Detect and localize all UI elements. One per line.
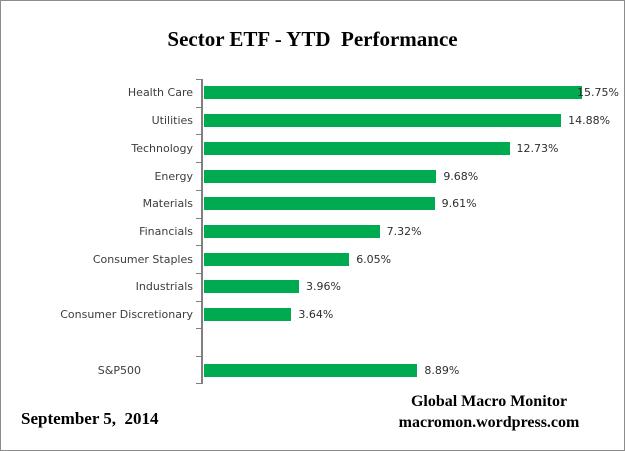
value-label: 3.64%: [298, 308, 334, 322]
bar: [204, 308, 292, 322]
axis-tick: [196, 217, 202, 219]
bar-row: S&P500 8.89%: [1, 356, 624, 384]
axis-tick: [196, 134, 202, 136]
bar-track: 12.73%: [204, 134, 624, 162]
plot-area: Health Care 15.75% Utilities 14.88% Technolo…: [1, 79, 624, 384]
bar-track: 7.32%: [204, 218, 624, 246]
category-label: S&P500: [97, 363, 141, 377]
axis-tick: [196, 273, 202, 275]
value-label: 6.05%: [356, 252, 392, 266]
axis-tick: [196, 106, 202, 108]
value-label: 9.61%: [441, 197, 477, 211]
axis-tick: [196, 162, 202, 164]
bar-track: 9.61%: [204, 190, 624, 218]
value-label: 8.89%: [424, 363, 460, 377]
category-label: Energy: [154, 169, 193, 183]
source-name: Global Macro Monitor: [410, 393, 568, 410]
bar-track: 6.05%: [204, 245, 624, 273]
category-label: Consumer Discretionary: [60, 308, 193, 322]
category-label: Industrials: [135, 280, 193, 294]
bar-row: Consumer Staples 6.05%: [1, 245, 624, 273]
category-label: Financials: [139, 224, 193, 238]
category-axis-line: [201, 79, 203, 384]
bar-track: 3.96%: [204, 273, 624, 301]
axis-tick: [196, 328, 202, 330]
bar: [204, 169, 437, 183]
axis-tick: [196, 245, 202, 247]
axis-tick: [196, 79, 202, 80]
value-label: 12.73%: [516, 141, 559, 155]
bar-row: Utilities 14.88%: [1, 107, 624, 135]
footer-source: Global Macro Monitor macromon.wordpress.…: [397, 391, 581, 433]
bar-row: Industrials 3.96%: [1, 273, 624, 301]
chart-title: Sector ETF - YTD Performance: [167, 27, 458, 51]
bar-row: Materials 9.61%: [1, 190, 624, 218]
source-url: macromon.wordpress.com: [398, 414, 580, 431]
axis-tick: [196, 383, 202, 384]
bar: [204, 141, 510, 155]
bar: [204, 363, 418, 377]
bar-track: 3.64%: [204, 301, 624, 329]
axis-tick: [196, 300, 202, 302]
value-label: 7.32%: [386, 224, 422, 238]
spacer-row: [1, 328, 624, 356]
bar: [204, 224, 380, 238]
axis-tick: [196, 356, 202, 358]
category-label: Health Care: [127, 86, 193, 100]
bar: [204, 280, 300, 294]
bar-track: 8.89%: [204, 356, 624, 384]
value-label: 3.96%: [306, 280, 341, 294]
bar-track: 9.68%: [204, 162, 624, 190]
bar-row: Technology 12.73%: [1, 134, 624, 162]
value-label: 15.75%: [577, 86, 619, 100]
bar-row: Energy 9.68%: [1, 162, 624, 190]
bar-row: Health Care 15.75%: [1, 79, 624, 107]
category-label: Materials: [142, 197, 193, 211]
bar-track: 15.75%: [204, 79, 624, 107]
axis-tick: [196, 189, 202, 191]
bar: [204, 197, 435, 211]
category-label: Technology: [131, 141, 193, 155]
category-label: Utilities: [151, 114, 193, 128]
value-label: 9.68%: [443, 169, 479, 183]
bar: [204, 114, 562, 128]
bar: [204, 252, 350, 266]
value-label: 14.88%: [568, 114, 611, 128]
bar-row: Consumer Discretionary 3.64%: [1, 301, 624, 329]
bar-rows: Health Care 15.75% Utilities 14.88% Technolo…: [1, 79, 624, 384]
bar-track: 14.88%: [204, 107, 624, 135]
category-label: Consumer Staples: [92, 252, 193, 266]
bar-row: Financials 7.32%: [1, 218, 624, 246]
bar: [204, 86, 582, 100]
footer-date: September 5, 2014: [21, 409, 159, 428]
